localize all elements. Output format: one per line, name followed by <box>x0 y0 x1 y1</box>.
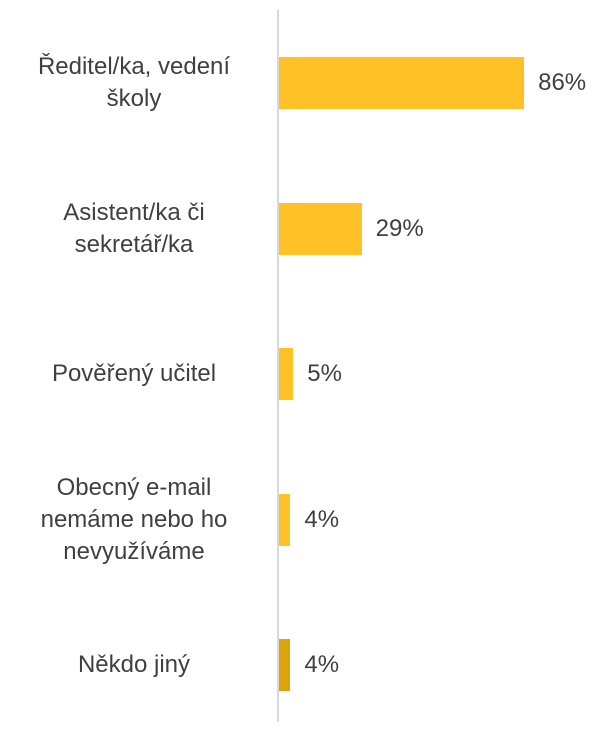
bar <box>279 348 294 400</box>
axis-line <box>277 10 279 722</box>
bar <box>279 493 291 546</box>
category-label: Pověřený učitel <box>51 360 217 387</box>
category-label: Někdo jiný <box>77 651 191 678</box>
value-label: 5% <box>307 360 342 387</box>
value-label: 4% <box>304 505 340 533</box>
bar <box>279 202 362 255</box>
bar <box>279 639 291 691</box>
category-label: Ředitel/ka, vedení školy <box>37 53 231 112</box>
value-label: 86% <box>538 69 587 96</box>
value-label: 29% <box>375 214 424 242</box>
category-label: Asistent/ka či sekretář/ka <box>63 198 205 258</box>
value-label: 4% <box>304 651 340 678</box>
category-label: Obecný e-mail nemáme nebo ho nevyužíváme <box>40 473 228 565</box>
bar <box>279 57 525 109</box>
